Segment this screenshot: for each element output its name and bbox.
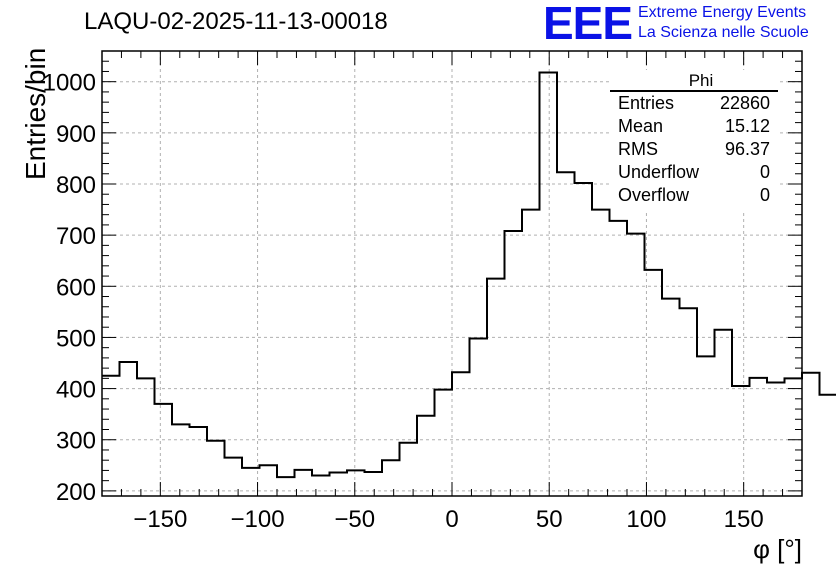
x-tick-label: 150	[724, 506, 764, 533]
x-tick-label: −100	[231, 506, 285, 533]
stats-value: 15.12	[724, 116, 770, 136]
y-tick-label: 900	[56, 121, 96, 148]
stats-row-overflow: Overflow 0	[610, 184, 778, 207]
stats-value: 0	[759, 185, 770, 205]
y-axis-label: Entries/bin	[20, 47, 51, 180]
x-axis-label: φ [°]	[753, 534, 802, 564]
stats-label: Underflow	[618, 162, 700, 182]
histogram-line	[102, 71, 836, 479]
stats-label: Overflow	[618, 185, 690, 205]
plot-frame	[101, 50, 803, 497]
stats-row-underflow: Underflow 0	[610, 161, 778, 184]
y-tick-label: 800	[56, 172, 96, 199]
stats-box: Phi Entries 22860 Mean 15.12 RMS 96.37 U…	[610, 72, 778, 207]
y-tick-label: 300	[56, 428, 96, 455]
stats-title: Phi	[610, 72, 778, 92]
y-tick-label: 500	[56, 325, 96, 352]
x-tick-label: −50	[334, 506, 375, 533]
chart-title: LAQU-02-2025-11-13-00018	[84, 8, 388, 35]
stats-value: 0	[759, 162, 770, 182]
stats-row-rms: RMS 96.37	[610, 138, 778, 161]
eee-logo: EEE	[543, 0, 633, 49]
x-tick-label: 0	[445, 506, 458, 533]
stats-value: 22860	[719, 93, 770, 113]
y-tick-label: 400	[56, 377, 96, 404]
stats-row-mean: Mean 15.12	[610, 115, 778, 138]
stats-box-bg	[612, 70, 780, 210]
y-tick-label: 200	[56, 479, 96, 506]
y-tick-label: 600	[56, 274, 96, 301]
x-tick-label: 50	[536, 506, 563, 533]
stats-label: RMS	[618, 139, 658, 159]
logo-line-2: La Scienza nelle Scuole	[638, 24, 809, 41]
stats-row-entries: Entries 22860	[610, 92, 778, 115]
x-tick-label: −150	[133, 506, 187, 533]
stats-value: 96.37	[724, 139, 770, 159]
y-tick-label: 1000	[43, 70, 96, 97]
y-tick-label: 700	[56, 223, 96, 250]
x-tick-label: 100	[626, 506, 666, 533]
logo-line-1: Extreme Energy Events	[638, 4, 807, 21]
stats-label: Entries	[618, 93, 675, 113]
stats-label: Mean	[618, 116, 664, 136]
